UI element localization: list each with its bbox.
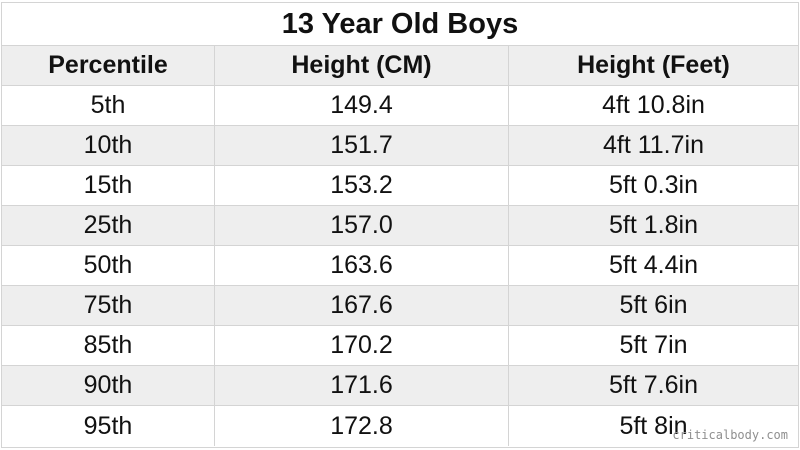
- percentile-cell: 85th: [2, 326, 215, 365]
- height-cm-cell: 170.2: [215, 326, 509, 365]
- header-height-feet: Height (Feet): [577, 51, 730, 79]
- height-feet-cell: 5ft 4.4in: [609, 251, 698, 279]
- percentile-cell: 25th: [2, 206, 215, 245]
- height-feet-cell: 5ft 7.6in: [609, 371, 698, 399]
- percentile-cell: 75th: [2, 286, 215, 325]
- height-cm-cell: 151.7: [215, 126, 509, 165]
- height-cm-cell: 167.6: [215, 286, 509, 325]
- table-row: 85th 170.2 5ft 7in: [2, 326, 798, 366]
- table-row: 75th 167.6 5ft 6in: [2, 286, 798, 326]
- height-feet-cell: 4ft 11.7in: [602, 131, 704, 159]
- header-percentile: Percentile: [2, 46, 215, 85]
- percentile-cell: 50th: [2, 246, 215, 285]
- percentile-cell: 5th: [2, 86, 215, 125]
- height-feet-cell: 4ft 10.8in: [602, 91, 705, 119]
- height-feet-cell: 5ft 1.8in: [609, 211, 698, 239]
- table-row: 95th 172.8 5ft 8in: [2, 406, 798, 446]
- percentile-cell: 10th: [2, 126, 215, 165]
- height-cm-cell: 171.6: [215, 366, 509, 405]
- table-row: 50th 163.6 5ft 4.4in: [2, 246, 798, 286]
- watermark: criticalbody.com: [672, 428, 788, 442]
- height-cm-cell: 163.6: [215, 246, 509, 285]
- percentile-cell: 95th: [2, 406, 215, 446]
- table-row: 5th 149.4 4ft 10.8in: [2, 86, 798, 126]
- height-cm-cell: 172.8: [215, 406, 509, 446]
- height-feet-cell: 5ft 7in: [619, 331, 688, 359]
- table-row: 90th 171.6 5ft 7.6in: [2, 366, 798, 406]
- height-cm-cell: 157.0: [215, 206, 509, 245]
- height-feet-cell: 5ft 8in: [619, 411, 688, 440]
- table-header-row: Percentile Height (CM) Height (Feet): [2, 46, 798, 86]
- percentile-cell: 90th: [2, 366, 215, 405]
- height-feet-cell: 5ft 0.3in: [609, 171, 698, 199]
- table-row: 25th 157.0 5ft 1.8in: [2, 206, 798, 246]
- table-title: 13 Year Old Boys: [2, 3, 798, 46]
- percentile-cell: 15th: [2, 166, 215, 205]
- height-cm-cell: 153.2: [215, 166, 509, 205]
- table-row: 10th 151.7 4ft 11.7in: [2, 126, 798, 166]
- height-cm-cell: 149.4: [215, 86, 509, 125]
- height-feet-cell: 5ft 6in: [619, 291, 688, 319]
- table-row: 15th 153.2 5ft 0.3in: [2, 166, 798, 206]
- header-height-cm: Height (CM): [215, 46, 509, 85]
